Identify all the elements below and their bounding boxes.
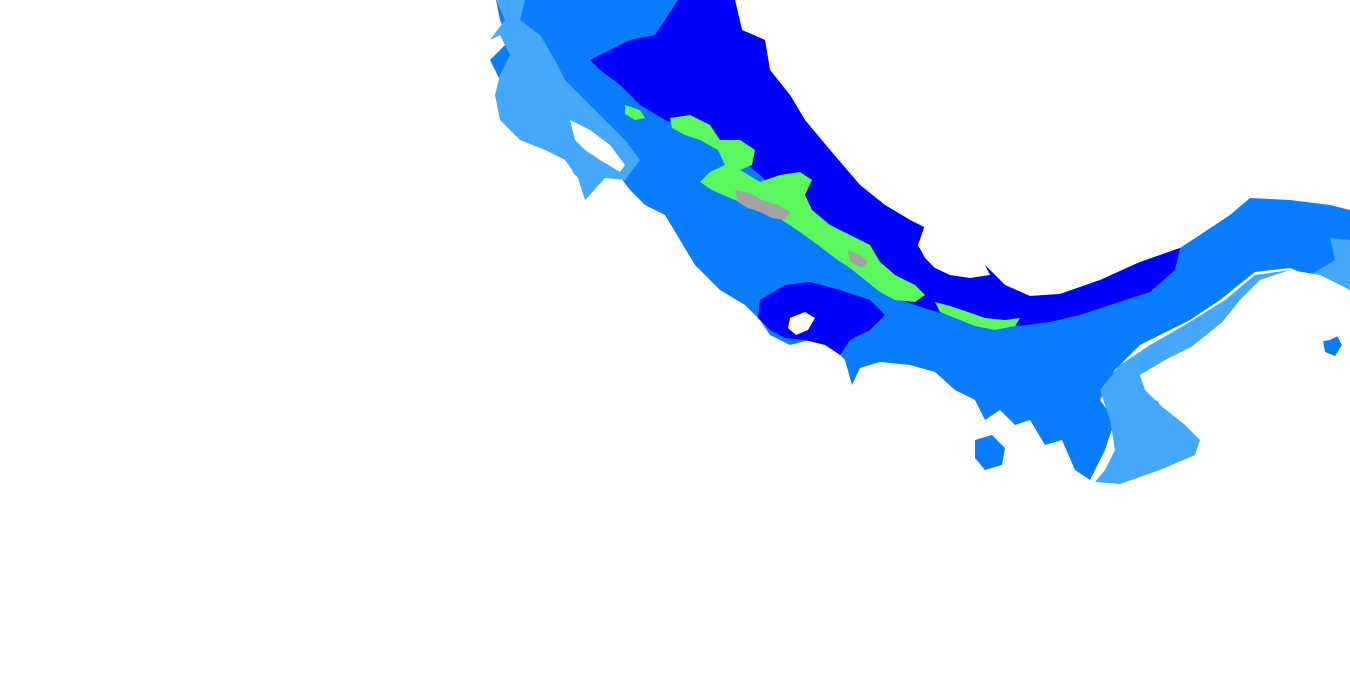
island-south xyxy=(975,435,1005,470)
bay-gulf-nicoya xyxy=(570,120,625,172)
bay-northeast xyxy=(918,225,990,278)
zone-montane-west xyxy=(625,105,645,120)
zone-alpine-peaks xyxy=(735,190,790,220)
bay-panama xyxy=(1140,270,1350,410)
zone-wet-lowland-south xyxy=(758,282,885,355)
zone-montane-east xyxy=(935,302,1020,330)
zone-montane-main xyxy=(670,115,925,302)
bay-golfo-dulce xyxy=(788,312,815,335)
zone-alpine-peak-east xyxy=(848,250,868,268)
zone-wet-lowland-north xyxy=(590,0,1180,326)
zone-dry-southeast xyxy=(1095,238,1350,484)
